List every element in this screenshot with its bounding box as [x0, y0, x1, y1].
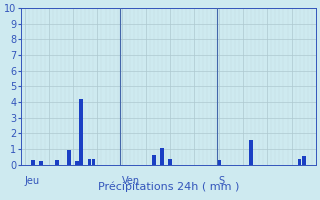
- Bar: [249, 140, 253, 165]
- Bar: [88, 159, 91, 165]
- Bar: [168, 159, 172, 165]
- Bar: [55, 160, 59, 165]
- Text: S: S: [219, 176, 225, 186]
- Bar: [217, 160, 220, 165]
- Bar: [302, 156, 306, 165]
- Text: Jeu: Jeu: [25, 176, 40, 186]
- Bar: [67, 150, 71, 165]
- Bar: [92, 159, 95, 165]
- Bar: [152, 155, 156, 165]
- Bar: [39, 161, 43, 165]
- Text: Ven: Ven: [122, 176, 140, 186]
- Bar: [31, 160, 35, 165]
- X-axis label: Précipitations 24h ( mm ): Précipitations 24h ( mm ): [98, 181, 239, 192]
- Bar: [79, 99, 83, 165]
- Bar: [76, 161, 79, 165]
- Bar: [160, 148, 164, 165]
- Bar: [298, 159, 301, 165]
